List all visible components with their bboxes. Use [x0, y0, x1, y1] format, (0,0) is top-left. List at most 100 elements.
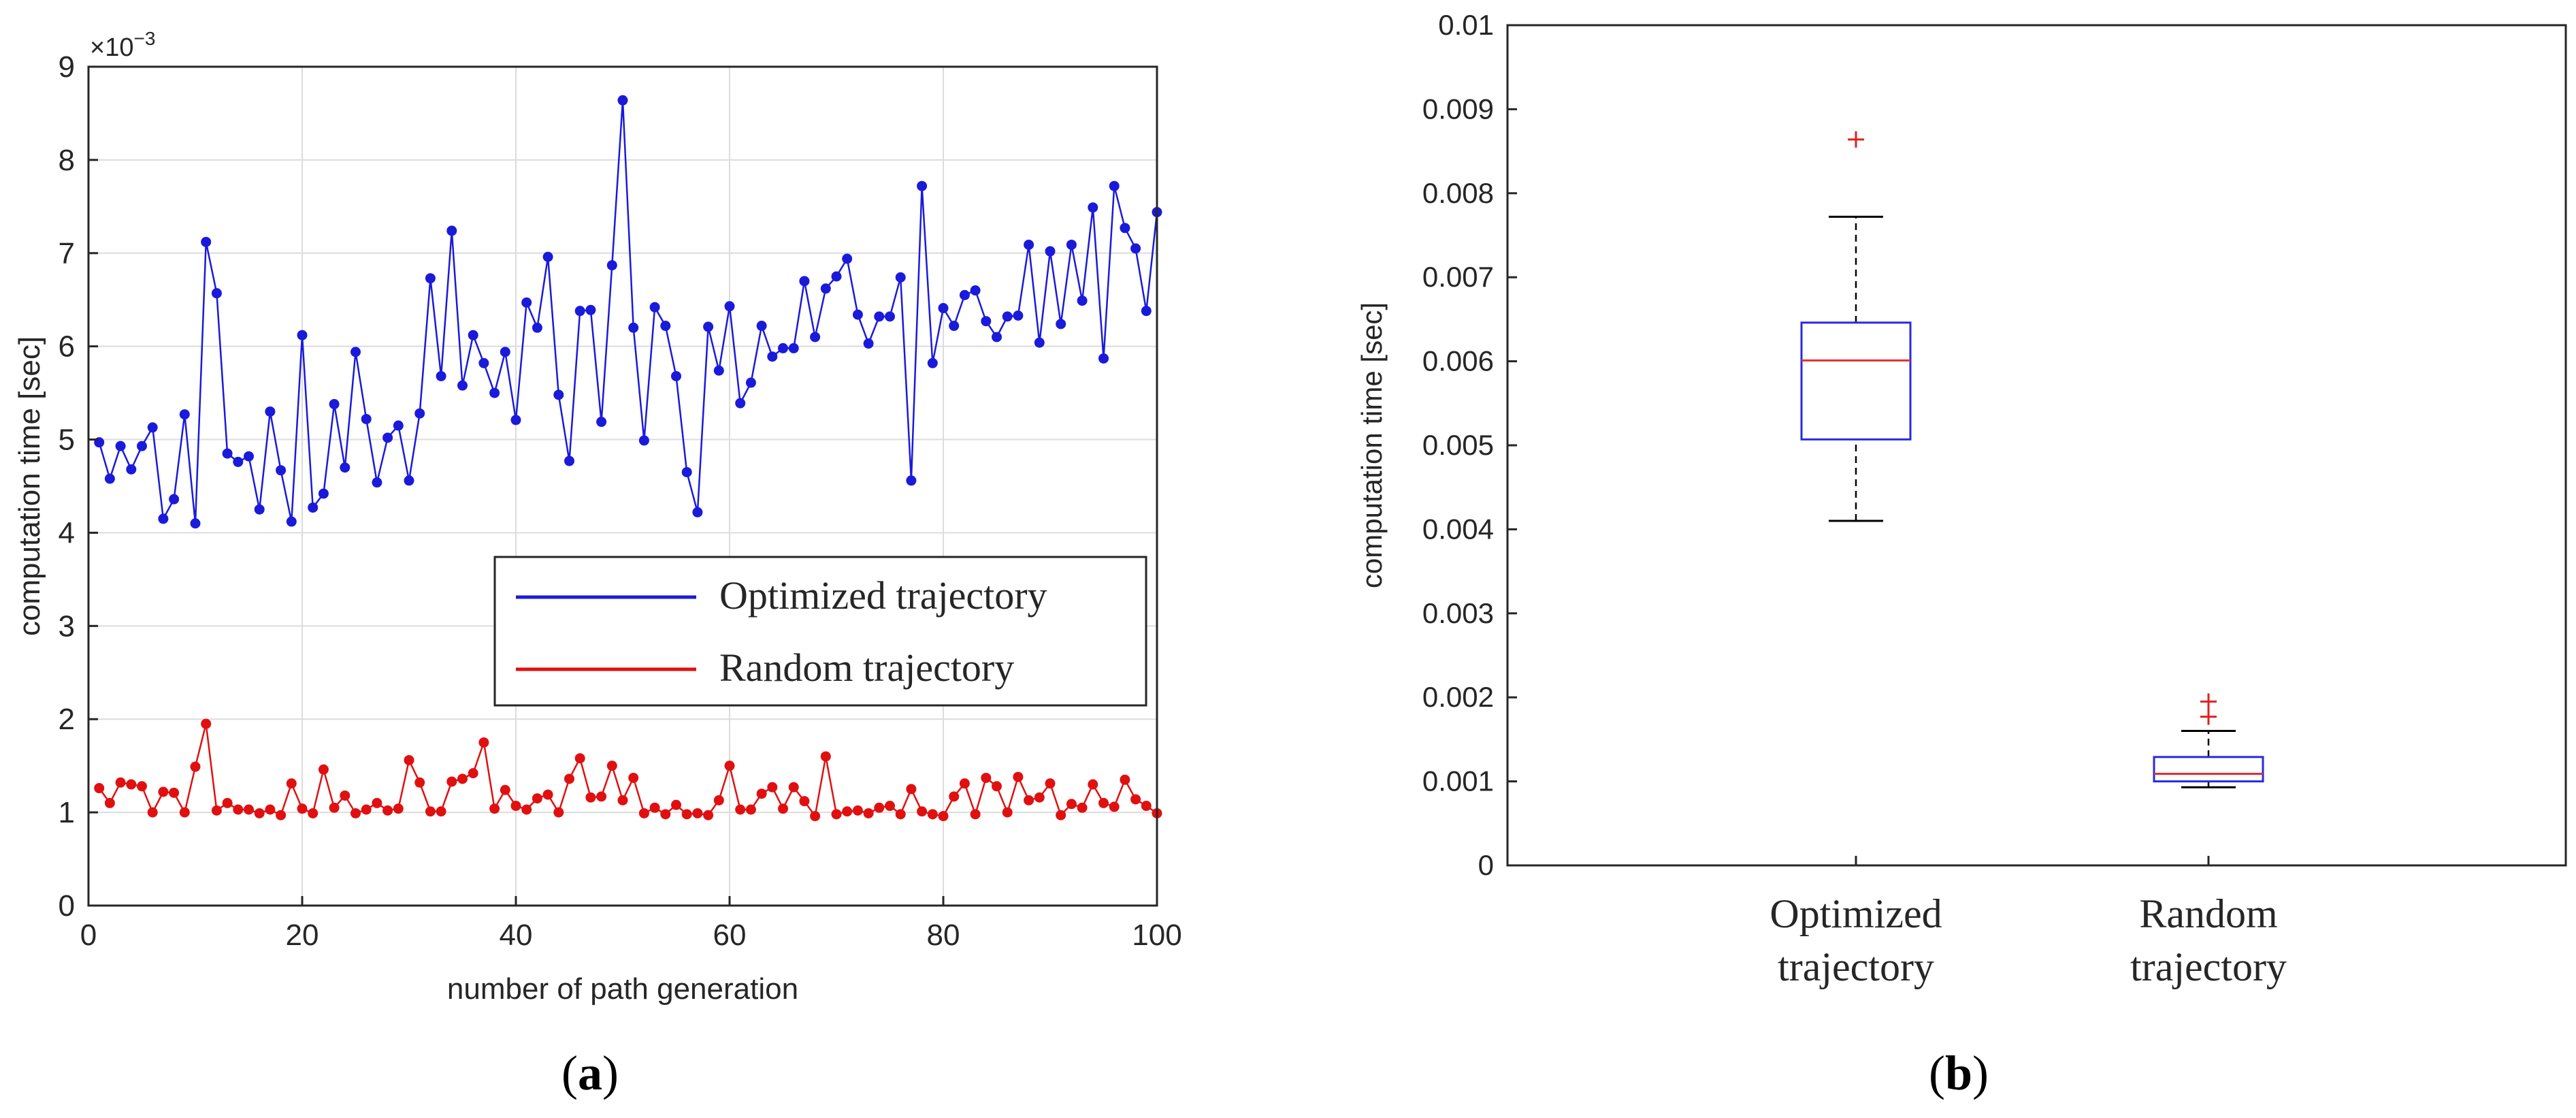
data-point-random [510, 801, 521, 812]
data-point-optimized [179, 409, 190, 420]
data-point-random [211, 805, 222, 816]
data-point-random [468, 768, 478, 779]
data-point-random [393, 803, 404, 814]
data-point-random [553, 807, 564, 818]
data-point-random [308, 808, 319, 818]
data-point-optimized [628, 322, 639, 333]
data-point-random [863, 808, 874, 818]
legend-box [493, 556, 1147, 707]
data-point-random [1109, 801, 1120, 812]
data-point-random [852, 805, 863, 816]
data-point-random [1024, 795, 1034, 805]
panel-b-y-axis-label: computation time [sec] [1356, 302, 1388, 588]
x-tick-label: 100 [1132, 919, 1181, 952]
data-point-random [628, 772, 639, 783]
data-point-random [885, 801, 895, 812]
data-point-random [126, 779, 137, 790]
data-point-optimized [842, 253, 853, 264]
data-point-random [959, 778, 970, 789]
data-point-optimized [970, 285, 981, 296]
data-point-optimized [1024, 239, 1034, 250]
data-point-random [457, 773, 468, 784]
series-line-optimized [98, 100, 1158, 524]
data-point-optimized [917, 180, 928, 191]
data-point-optimized [468, 330, 478, 340]
x-tick-label: 20 [286, 919, 319, 952]
data-point-optimized [788, 342, 799, 353]
data-point-optimized [147, 422, 158, 433]
data-point-random [1141, 801, 1152, 812]
data-point-optimized [660, 321, 671, 332]
x-tick-label: 0 [80, 919, 97, 952]
y-tick-label: 0.008 [1422, 177, 1494, 209]
y-tick-label: 2 [59, 703, 75, 736]
y-tick-label: 8 [59, 144, 75, 177]
outlier-random [2200, 693, 2217, 710]
data-point-random [1034, 792, 1045, 803]
data-point-optimized [713, 365, 724, 376]
data-point-random [917, 806, 928, 817]
data-point-random [564, 773, 574, 784]
data-point-random [938, 811, 949, 822]
data-point-optimized [1141, 306, 1152, 317]
y-tick-label: 0 [1478, 849, 1494, 881]
data-point-random [521, 804, 532, 815]
outlier-optimized [1848, 131, 1864, 148]
data-point-optimized [927, 357, 938, 368]
data-point-random [820, 751, 831, 762]
data-point-optimized [489, 387, 500, 398]
panel-a-x-axis-label: number of path generation [447, 972, 798, 1006]
y-tick-label: 0.004 [1422, 513, 1494, 545]
data-point-optimized [1013, 310, 1024, 321]
data-point-random [1120, 774, 1130, 785]
data-point-optimized [104, 473, 115, 484]
y-tick-label: 0.009 [1422, 93, 1494, 125]
data-point-optimized [585, 304, 596, 315]
data-point-optimized [724, 301, 735, 312]
data-point-random [489, 803, 500, 814]
y-tick-label: 0 [59, 889, 75, 923]
data-point-optimized [318, 488, 329, 499]
data-point-random [692, 808, 703, 818]
data-point-random [179, 807, 190, 818]
category-label-optimized: Optimized trajectory [1770, 891, 1942, 989]
series-line-random [98, 723, 1158, 818]
panel-a-series [94, 95, 1162, 822]
data-point-random [1045, 778, 1056, 789]
data-point-optimized [681, 466, 692, 477]
data-point-optimized [735, 398, 746, 409]
data-point-optimized [436, 370, 446, 381]
y-tick-label: 0.005 [1422, 429, 1494, 461]
data-point-optimized [222, 448, 233, 459]
y-tick-label: 1 [59, 796, 75, 829]
y-tick-label: 9 [59, 50, 75, 84]
x-tick-label: 60 [713, 919, 747, 952]
data-point-optimized [1002, 311, 1013, 322]
data-point-random [671, 799, 681, 810]
data-point-optimized [649, 302, 660, 313]
y-tick-label: 0.007 [1422, 261, 1494, 293]
data-point-optimized [169, 494, 180, 505]
data-point-random [222, 797, 233, 808]
panel-a-line-chart: 0 20 40 60 80 100 0 1 2 3 4 5 6 7 8 9 ×10−3 number of p… [13, 28, 1182, 1100]
data-point-random [350, 808, 361, 818]
panel-a-axes-box [87, 65, 1158, 907]
data-point-random [767, 782, 778, 793]
panel-a-y-axis-label: computation time [sec] [13, 336, 46, 636]
data-point-optimized [510, 415, 521, 426]
data-point-random [842, 806, 853, 817]
data-point-random [254, 808, 265, 818]
data-point-random [1056, 810, 1066, 820]
data-point-optimized [425, 273, 436, 284]
data-point-optimized [297, 330, 308, 340]
data-point-optimized [211, 288, 222, 299]
data-point-random [1098, 797, 1109, 808]
data-point-random [446, 776, 457, 787]
data-point-random [382, 805, 393, 816]
data-point-optimized [852, 309, 863, 320]
y-tick-label: 4 [59, 516, 75, 549]
data-point-random [756, 788, 767, 799]
data-point-random [233, 804, 244, 815]
panel-b-category-labels: Optimized trajectory Random trajectory [1770, 891, 2287, 989]
